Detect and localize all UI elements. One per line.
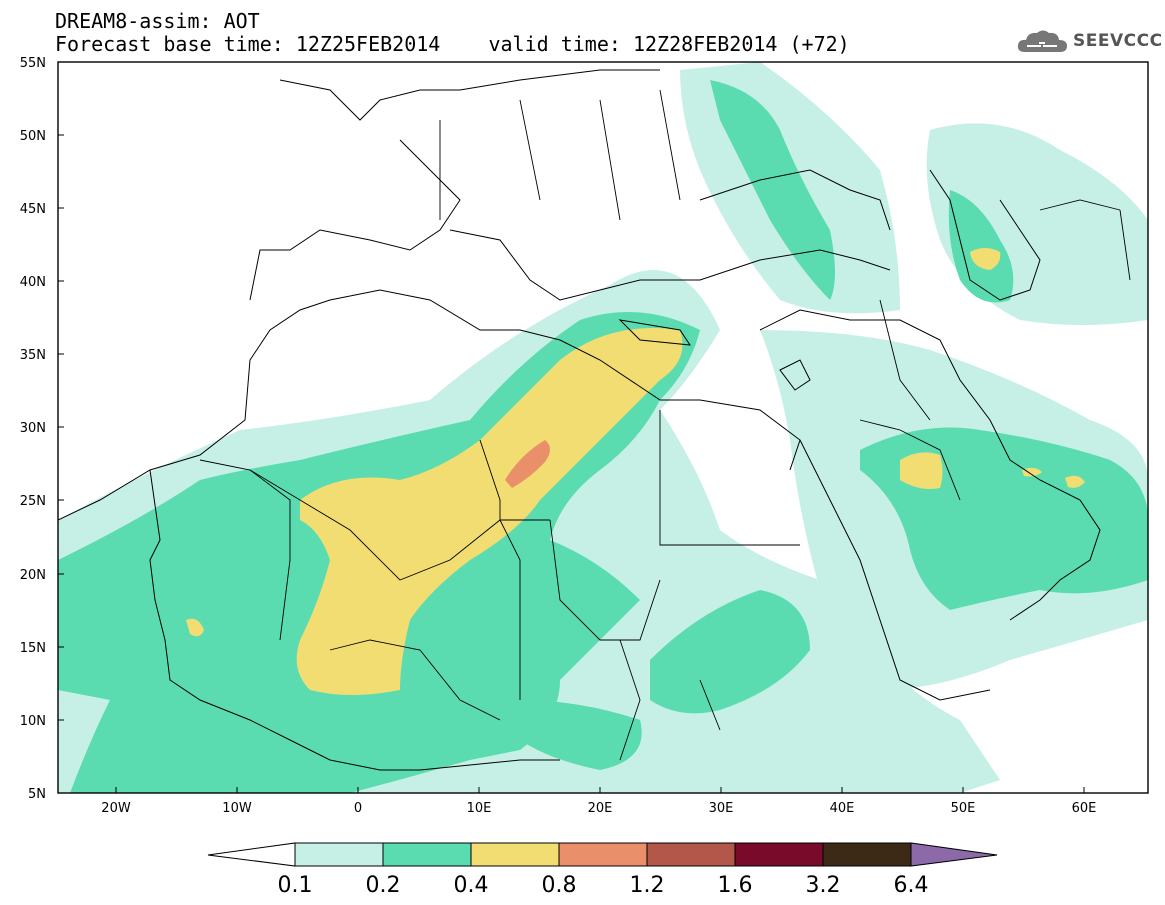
lon-label: 10E xyxy=(467,801,492,816)
colorbar-swatch xyxy=(382,842,472,867)
seevccc-logo: SEEVCCC xyxy=(1017,28,1163,54)
colorbar-swatch xyxy=(294,842,384,867)
colorbar-swatch xyxy=(646,842,736,867)
lat-label: 15N xyxy=(20,641,46,656)
lat-label: 5N xyxy=(28,787,46,802)
coastlines xyxy=(58,69,1101,771)
colorbar-swatch xyxy=(558,842,648,867)
aot-band-0.4 xyxy=(1065,475,1085,488)
lat-label: 45N xyxy=(20,202,46,217)
map-title: DREAM8-assim: AOT xyxy=(55,9,260,33)
aot-band-0.2 xyxy=(520,700,642,770)
lon-label: 40E xyxy=(830,801,855,816)
logo-text: SEEVCCC xyxy=(1073,31,1163,51)
lat-label: 40N xyxy=(20,275,46,290)
lat-label: 35N xyxy=(20,348,46,363)
colorbar-label: 1.2 xyxy=(630,873,665,898)
aot-band-0.2 xyxy=(650,590,810,714)
aot-band-0.2 xyxy=(948,190,1014,303)
aot-band-0.2 xyxy=(710,80,835,300)
lat-label: 55N xyxy=(20,56,46,71)
colorbar-over-arrow xyxy=(910,842,998,867)
lat-axis: 55N 50N 45N 40N 35N 30N 25N 20N 15N 10N … xyxy=(20,56,64,802)
cloud-icon xyxy=(1017,30,1067,52)
aot-band-0.4 xyxy=(970,248,1001,270)
lat-label: 25N xyxy=(20,494,46,509)
aot-band-0.4 xyxy=(296,328,683,695)
colorbar-swatch xyxy=(470,842,560,867)
forecast-time-line: Forecast base time: 12Z25FEB2014 valid t… xyxy=(55,32,850,56)
lon-axis: 20W 10W 0 10E 20E 30E 40E 50E 60E xyxy=(101,787,1096,816)
aot-band-0.4 xyxy=(1022,467,1042,477)
colorbar-label: 6.4 xyxy=(894,873,929,898)
country-borders xyxy=(199,89,1131,761)
lon-label: 10W xyxy=(222,801,252,816)
lon-label: 50E xyxy=(951,801,976,816)
colorbar: 0.1 0.2 0.4 0.8 1.2 1.6 3.2 6.4 xyxy=(207,842,998,898)
colorbar-label: 0.8 xyxy=(542,873,577,898)
aot-band-0.4 xyxy=(900,452,943,489)
lon-label: 30E xyxy=(709,801,734,816)
lon-label: 20W xyxy=(101,801,131,816)
colorbar-label: 3.2 xyxy=(806,873,841,898)
aot-band-0.8 xyxy=(505,440,550,488)
lat-label: 10N xyxy=(20,714,46,729)
colorbar-label: 0.4 xyxy=(454,873,489,898)
lat-label: 20N xyxy=(20,568,46,583)
lon-label: 0 xyxy=(354,801,362,816)
lon-label: 20E xyxy=(588,801,613,816)
colorbar-label: 1.6 xyxy=(718,873,753,898)
lon-label: 60E xyxy=(1072,801,1097,816)
colorbar-label: 0.2 xyxy=(366,873,401,898)
colorbar-label: 0.1 xyxy=(278,873,313,898)
colorbar-swatch xyxy=(734,842,824,867)
lat-label: 30N xyxy=(20,421,46,436)
aot-shading xyxy=(58,62,1148,793)
colorbar-swatch xyxy=(822,842,912,867)
aot-band-0.4 xyxy=(186,618,204,637)
colorbar-under-arrow xyxy=(207,842,296,867)
lat-label: 50N xyxy=(20,129,46,144)
